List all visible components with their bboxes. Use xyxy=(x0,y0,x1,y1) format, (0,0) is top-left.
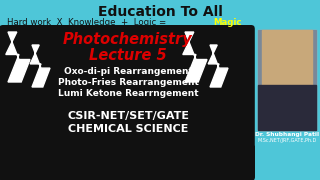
Bar xyxy=(258,30,316,130)
Text: CSIR-NET/SET/GATE: CSIR-NET/SET/GATE xyxy=(67,111,189,121)
Text: Education To All: Education To All xyxy=(98,5,222,19)
Polygon shape xyxy=(183,32,207,82)
Bar xyxy=(255,0,318,145)
Polygon shape xyxy=(30,45,50,87)
Polygon shape xyxy=(208,45,228,87)
Text: CHEMICAL SCIENCE: CHEMICAL SCIENCE xyxy=(68,124,188,134)
Text: Oxo-di-pi Rearrangement: Oxo-di-pi Rearrangement xyxy=(64,67,192,76)
Bar xyxy=(258,85,316,130)
Bar xyxy=(262,30,312,85)
Text: Dr. Shubhangi Patil: Dr. Shubhangi Patil xyxy=(255,132,319,137)
Text: Photochemistry: Photochemistry xyxy=(63,32,193,47)
Text: Lecture 5: Lecture 5 xyxy=(89,48,167,63)
Text: Magic: Magic xyxy=(213,18,242,27)
Polygon shape xyxy=(6,32,30,82)
FancyBboxPatch shape xyxy=(258,30,316,130)
Text: Photo-Fries Rearrangement: Photo-Fries Rearrangement xyxy=(58,78,198,87)
Text: M.Sc,NET/JRF,GATE,Ph.D: M.Sc,NET/JRF,GATE,Ph.D xyxy=(257,138,316,143)
Text: Lumi Ketone Rearrngement: Lumi Ketone Rearrngement xyxy=(58,89,198,98)
FancyBboxPatch shape xyxy=(0,25,255,180)
Text: Hard work  X  Knowledge  +  Logic =: Hard work X Knowledge + Logic = xyxy=(7,18,169,27)
